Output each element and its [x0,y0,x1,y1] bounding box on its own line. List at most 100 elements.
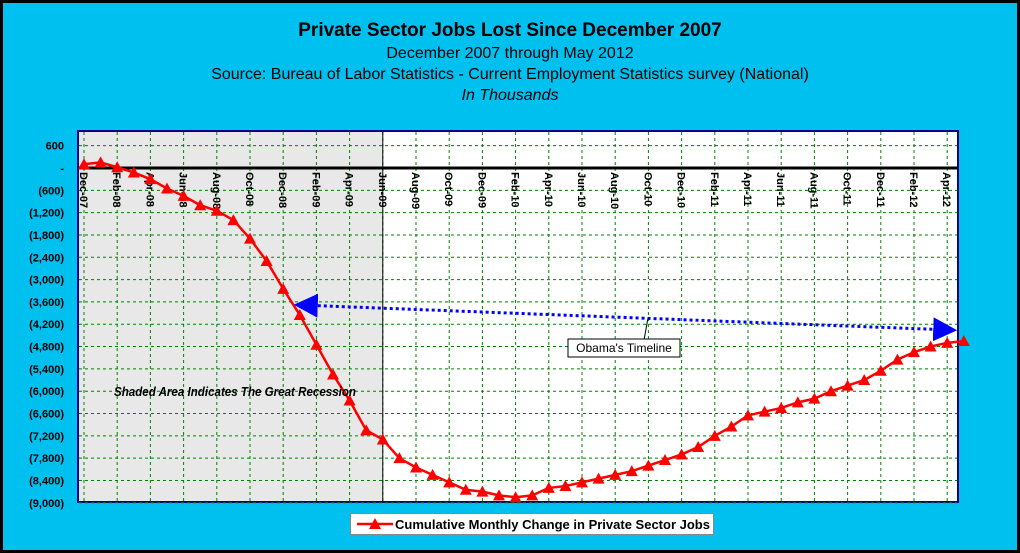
x-tick-label: Dec-11 [874,172,886,207]
x-tick-label: Feb-08 [110,172,122,207]
x-tick-label: Aug-09 [409,172,421,209]
y-tick-label: (600) [38,185,64,197]
y-tick-label: (3,000) [29,275,64,287]
data-point [493,489,505,501]
x-tick-label: Oct-10 [641,172,653,206]
y-tick-label: (7,200) [29,431,64,443]
y-tick-label: (6,000) [29,386,64,398]
x-tick-label: Oct-09 [442,172,454,206]
data-point [526,489,539,501]
x-tick-label: Jun-10 [575,172,587,207]
grid-lines [79,132,957,504]
data-point [260,255,273,266]
data-point [94,156,107,168]
y-tick-label: (1,800) [29,230,64,242]
y-tick-label: (4,200) [29,319,64,331]
data-point [559,480,572,492]
data-point [775,401,788,413]
chart-subtitle-units: In Thousands [461,87,559,104]
data-point [675,448,688,460]
data-point [742,409,754,421]
data-point [808,392,821,404]
y-tick-label: (9,000) [29,498,64,510]
x-tick-label: Jun-08 [177,172,189,207]
data-point [592,472,605,484]
data-point [310,338,323,350]
y-tick-label: (5,400) [29,364,64,376]
x-axis-ticks: Dec-07 Feb-08 Apr-08 Jun-08 Aug-08 Oct-08 Dec-… [77,172,952,209]
data-point [360,424,373,436]
legend-marker [357,518,393,529]
legend: Cumulative Monthly Change in Private Sec… [350,513,714,535]
chart-subtitle-period: December 2007 through May 2012 [386,45,634,62]
data-point [858,374,871,386]
y-tick-label: (1,200) [29,208,64,220]
y-tick-label: (8,400) [29,475,64,487]
x-tick-label: Apr-12 [940,172,952,207]
x-tick-label: Dec-10 [675,172,687,208]
data-point [459,483,472,495]
data-point [443,476,456,488]
data-point [758,405,771,417]
x-tick-label: Apr-10 [542,172,554,207]
data-point [144,173,157,185]
x-tick-label: Aug-11 [807,172,819,209]
data-point [343,394,356,406]
annotation-pointer [643,317,649,341]
y-tick-label: (6,600) [29,409,64,421]
x-tick-label: Aug-10 [608,172,620,209]
x-tick-label: Oct-08 [243,172,255,206]
data-point [327,368,339,380]
y-axis-ticks: 600 - (600) (1,200) (1,800) (2,400) (3,000) (3,… [29,141,64,510]
y-tick-label: (4,800) [29,342,64,354]
y-tick-label: - [60,163,64,175]
x-tick-label: Feb-09 [309,172,321,207]
data-point [177,189,190,201]
data-point [194,199,207,211]
data-point [791,396,804,408]
data-point [725,420,738,432]
data-point [841,379,854,391]
chart-subtitle-source: Source: Bureau of Labor Statistics - Cur… [211,66,809,83]
x-tick-label: Apr-09 [343,172,355,207]
data-point [625,465,638,477]
y-tick-label: (3,600) [29,297,64,309]
data-point [111,161,124,173]
legend-label: Cumulative Monthly Change in Private Sec… [395,516,710,532]
data-point [659,454,671,466]
x-tick-label: Oct-11 [841,172,853,206]
data-point [277,282,290,294]
data-point [642,459,655,471]
recession-shade [79,132,383,501]
annotation-box [567,338,681,358]
data-point [227,214,240,226]
series-markers [78,156,970,503]
data-point [127,166,140,178]
data-point [891,353,904,365]
data-point [542,481,555,493]
data-point [161,182,173,194]
x-tick-label: Dec-07 [77,172,89,208]
data-point [908,346,920,358]
data-point [576,476,588,488]
data-point [941,336,954,348]
data-point [874,364,887,376]
data-point [708,429,721,441]
x-tick-label: Dec-09 [475,172,487,208]
data-point [210,204,223,216]
data-point [393,452,406,464]
data-point [410,461,422,473]
data-point [426,468,439,480]
data-point [376,433,389,445]
obama-timeline-arrow [293,293,958,342]
y-tick-label: 600 [46,141,64,153]
shaded-area-label: Shaded Area Indicates The Great Recessio… [114,384,356,399]
y-tick-label: (2,400) [29,252,64,264]
data-point [609,468,622,480]
x-tick-label: Dec-08 [276,172,288,208]
x-tick-label: Jun-11 [774,172,786,207]
data-point [476,485,489,497]
series-line [83,161,964,499]
x-tick-label: Feb-11 [708,172,720,207]
